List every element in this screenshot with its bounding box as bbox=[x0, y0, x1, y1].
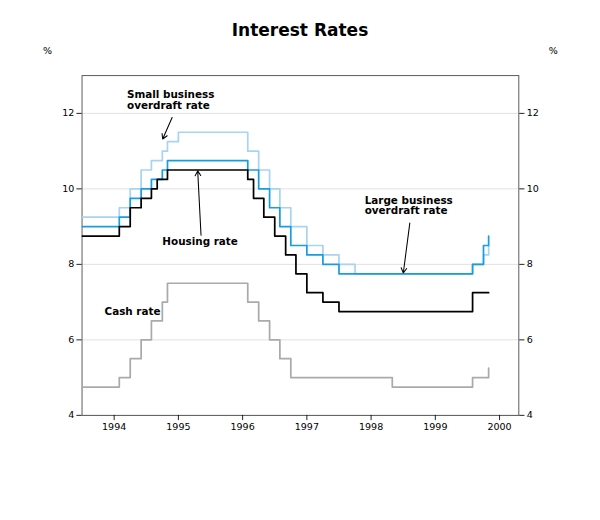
svg-text:10: 10 bbox=[527, 183, 539, 194]
svg-text:10: 10 bbox=[62, 183, 74, 194]
svg-text:6: 6 bbox=[68, 334, 74, 345]
svg-text:4: 4 bbox=[68, 409, 74, 420]
svg-text:%: % bbox=[43, 45, 52, 56]
svg-text:%: % bbox=[549, 45, 558, 56]
svg-text:Large businessoverdraft rate: Large businessoverdraft rate bbox=[365, 194, 453, 216]
svg-text:2000: 2000 bbox=[487, 421, 511, 432]
svg-text:8: 8 bbox=[68, 258, 74, 269]
html-text:Interest Rates: Interest Rates bbox=[231, 20, 369, 40]
svg-text:1996: 1996 bbox=[231, 421, 255, 432]
svg-text:1999: 1999 bbox=[423, 421, 447, 432]
svg-text:8: 8 bbox=[527, 258, 533, 269]
svg-text:Small businessoverdraft rate: Small businessoverdraft rate bbox=[127, 88, 214, 110]
svg-text:4: 4 bbox=[527, 409, 533, 420]
svg-text:Housing rate: Housing rate bbox=[162, 235, 237, 247]
svg-text:12: 12 bbox=[527, 107, 539, 118]
svg-text:1994: 1994 bbox=[102, 421, 126, 432]
svg-text:12: 12 bbox=[62, 107, 74, 118]
svg-text:6: 6 bbox=[527, 334, 533, 345]
svg-text:Cash rate: Cash rate bbox=[105, 305, 161, 317]
svg-text:1997: 1997 bbox=[295, 421, 319, 432]
svg-text:1995: 1995 bbox=[166, 421, 190, 432]
svg-text:1998: 1998 bbox=[359, 421, 383, 432]
